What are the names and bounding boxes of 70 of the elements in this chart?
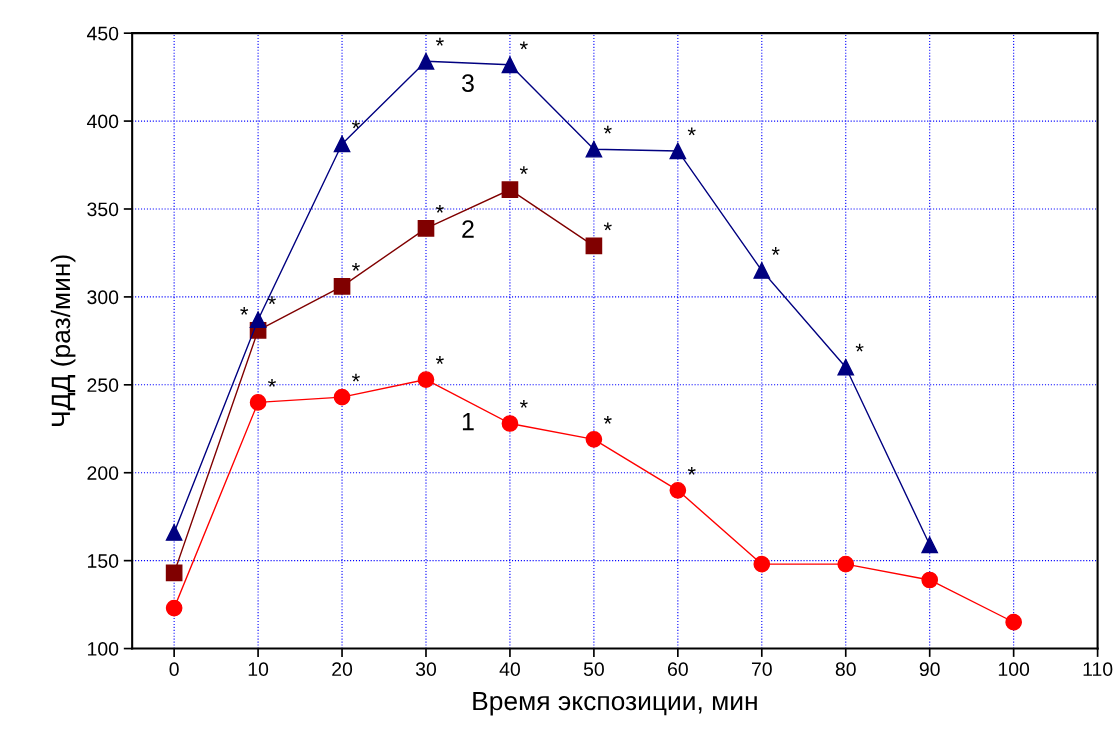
point xyxy=(585,237,603,255)
annotation: * xyxy=(268,378,276,387)
y-axis-title: ЧДД (раз/мин) xyxy=(50,255,76,426)
x-tick-label: 80 xyxy=(835,662,856,677)
annotation: 2 xyxy=(462,220,474,238)
y-tick-label: 450 xyxy=(86,26,119,41)
y-tick-label: 100 xyxy=(88,642,119,656)
annotation: 3 xyxy=(461,74,474,92)
point xyxy=(249,311,267,329)
annotation: * xyxy=(351,120,360,129)
point xyxy=(669,142,687,160)
annotation: * xyxy=(771,247,780,255)
y-tick-label: 200 xyxy=(87,466,119,480)
point xyxy=(501,56,519,74)
annotation: * xyxy=(435,204,444,213)
x-tick-label: 50 xyxy=(583,662,604,677)
point xyxy=(501,415,519,432)
x-tick-label: 90 xyxy=(919,662,940,677)
point xyxy=(165,599,183,617)
point xyxy=(753,555,771,573)
point xyxy=(333,135,351,153)
point xyxy=(1005,613,1022,631)
point xyxy=(753,262,771,279)
x-axis-title: Время экспозиции, мин xyxy=(473,691,757,716)
y-tick-label: 350 xyxy=(87,202,119,217)
point xyxy=(669,481,687,499)
point xyxy=(837,358,855,376)
point xyxy=(333,388,351,406)
point xyxy=(921,536,939,554)
point xyxy=(249,394,267,411)
point xyxy=(417,219,435,237)
y-tick-label: 150 xyxy=(88,554,119,568)
x-tick-label: 10 xyxy=(248,662,269,677)
annotation: * xyxy=(435,37,444,46)
point xyxy=(585,140,603,158)
point xyxy=(837,555,855,573)
annotation: * xyxy=(855,343,864,352)
x-tick-label: 110 xyxy=(1083,662,1113,677)
annotation: * xyxy=(351,373,360,382)
y-tick-label: 400 xyxy=(86,114,119,129)
annotation: * xyxy=(240,306,249,315)
annotation: * xyxy=(687,466,696,475)
annotation: * xyxy=(268,296,276,305)
annotation: * xyxy=(519,41,528,50)
annotation: * xyxy=(519,400,528,408)
x-tick-label: 20 xyxy=(332,662,353,677)
x-tick-label: 0 xyxy=(169,662,179,677)
annotation: * xyxy=(687,127,696,136)
y-tick-label: 300 xyxy=(87,290,119,305)
x-tick-label: 60 xyxy=(668,662,688,677)
annotation: 1 xyxy=(462,413,474,431)
annotation: * xyxy=(603,415,612,424)
annotation: * xyxy=(603,125,612,134)
point xyxy=(921,571,939,589)
annotation: * xyxy=(603,222,612,231)
x-tick-label: 70 xyxy=(751,662,772,677)
annotation: * xyxy=(351,262,360,271)
x-tick-label: 100 xyxy=(998,662,1030,677)
point xyxy=(417,371,435,388)
x-tick-label: 40 xyxy=(499,662,520,677)
point xyxy=(333,278,351,295)
point xyxy=(165,564,183,582)
annotation: * xyxy=(435,356,444,364)
point xyxy=(165,524,183,541)
annotation: * xyxy=(519,166,528,175)
point xyxy=(501,181,519,198)
x-tick-label: 30 xyxy=(415,662,437,677)
y-tick-label: 250 xyxy=(87,378,119,393)
point xyxy=(417,52,435,70)
point xyxy=(585,430,603,448)
